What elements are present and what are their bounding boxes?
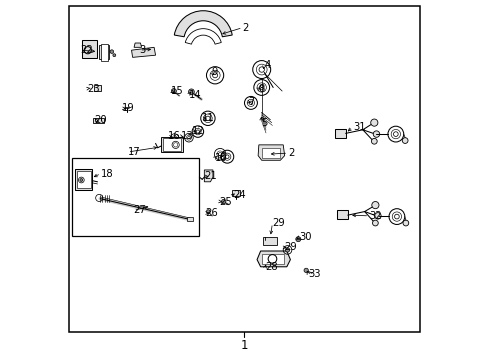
Text: 25: 25 [219, 197, 232, 207]
Wedge shape [174, 11, 232, 37]
Bar [262, 148, 280, 158]
Bar [93, 85, 101, 91]
Text: 26: 26 [204, 208, 217, 218]
Text: 15: 15 [171, 86, 183, 96]
Circle shape [402, 138, 407, 143]
Polygon shape [204, 170, 212, 182]
Circle shape [371, 138, 376, 144]
Polygon shape [258, 145, 284, 160]
Circle shape [188, 89, 194, 95]
Bar [82, 40, 97, 58]
Text: 13: 13 [180, 131, 193, 141]
Circle shape [372, 131, 379, 137]
Text: 33: 33 [308, 269, 320, 279]
Text: 5: 5 [261, 118, 267, 128]
Text: 12: 12 [191, 126, 204, 135]
Text: 19: 19 [122, 103, 134, 113]
Bar [231, 190, 239, 196]
Text: 14: 14 [188, 90, 201, 100]
Circle shape [374, 213, 380, 219]
Circle shape [285, 248, 289, 252]
Circle shape [113, 54, 116, 57]
Bar [101, 44, 107, 61]
Bar [336, 211, 347, 220]
Circle shape [110, 50, 113, 53]
Circle shape [370, 119, 377, 126]
Text: 10: 10 [215, 153, 227, 163]
Text: 23: 23 [87, 84, 100, 94]
Circle shape [295, 237, 300, 242]
Text: 29: 29 [284, 242, 297, 252]
Circle shape [80, 179, 82, 181]
Bar [77, 171, 90, 188]
Text: 32: 32 [368, 211, 381, 221]
Bar [163, 138, 181, 150]
Text: 6: 6 [219, 152, 225, 162]
Text: 18: 18 [101, 168, 113, 179]
Bar [334, 129, 345, 138]
Circle shape [221, 199, 225, 204]
Bar [262, 253, 284, 264]
Circle shape [304, 268, 308, 273]
Text: 16: 16 [167, 131, 180, 141]
Polygon shape [134, 43, 142, 47]
Text: 24: 24 [233, 190, 245, 200]
Text: 29: 29 [272, 218, 285, 228]
Text: 2: 2 [287, 148, 294, 158]
Text: 28: 28 [265, 262, 277, 272]
Text: 4: 4 [264, 60, 270, 70]
Text: 27: 27 [133, 206, 146, 216]
Text: 11: 11 [201, 113, 214, 123]
Bar [99, 45, 109, 59]
Text: 8: 8 [258, 84, 264, 94]
Text: 17: 17 [127, 147, 140, 157]
Bar [187, 217, 192, 221]
Polygon shape [257, 251, 290, 267]
Circle shape [171, 89, 176, 94]
Circle shape [402, 220, 408, 226]
Text: 3: 3 [139, 45, 145, 55]
Bar [75, 169, 92, 190]
Text: 30: 30 [298, 232, 311, 242]
Bar [93, 118, 104, 123]
Text: 31: 31 [352, 122, 365, 132]
Text: 7: 7 [247, 97, 254, 107]
Polygon shape [131, 47, 155, 57]
Text: 1: 1 [240, 339, 248, 352]
Text: 9: 9 [211, 67, 218, 77]
Bar [263, 237, 276, 245]
Bar [161, 137, 183, 152]
Circle shape [372, 220, 378, 226]
Text: 20: 20 [94, 115, 107, 125]
Text: 2: 2 [242, 23, 248, 33]
Text: 21: 21 [204, 171, 217, 181]
Bar [72, 158, 199, 235]
Circle shape [371, 202, 378, 209]
Circle shape [206, 210, 210, 213]
Text: 22: 22 [80, 45, 93, 55]
Wedge shape [185, 29, 221, 44]
